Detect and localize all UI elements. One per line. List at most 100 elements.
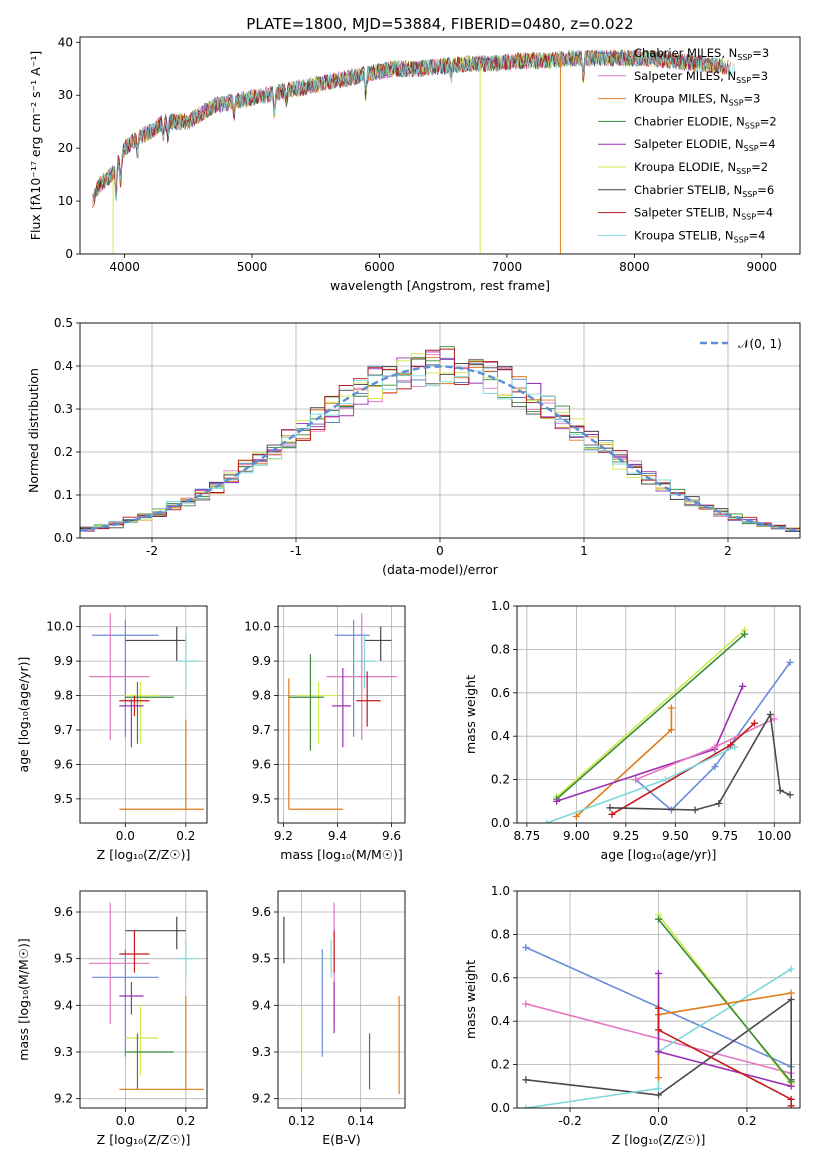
series-marker <box>522 1000 530 1008</box>
massweight_vs_Z-axes: -0.2 0.0 0.2 0.0 0.2 0.4 0.6 0.8 1.0 Z [log₁₀(Z/Z… <box>463 884 801 1147</box>
x-axis-label: (data-model)/error <box>382 562 499 577</box>
series-line <box>611 722 756 815</box>
x-axis-label: age [log₁₀(age/yr)] <box>601 847 717 862</box>
y-tick-label: 1.0 <box>491 599 510 613</box>
y-tick-label: 9.8 <box>252 689 271 703</box>
age_vs_mass-plot <box>288 612 397 810</box>
series-marker <box>655 1084 662 1092</box>
massweight_vs_Z-frame <box>516 890 801 1109</box>
massweight_vs_age-plot <box>543 626 794 823</box>
x-tick-label: 8.75 <box>514 829 541 843</box>
series-marker <box>667 704 675 712</box>
series-marker <box>787 1082 795 1090</box>
spectrum-legend: Chabrier MILES, NSSP=3 Salpeter MILES, NS… <box>598 46 777 244</box>
series-marker <box>787 1095 795 1103</box>
series-line <box>575 708 673 818</box>
series-marker <box>655 1074 662 1082</box>
spectrum-plot <box>92 49 737 254</box>
x-axis-label: Z [log₁₀(Z/Z☉)] <box>97 1132 191 1147</box>
massweight_vs_age-axes: 8.75 9.00 9.25 9.50 9.75 10.00 0.0 0.2 0.4 0.6 0.8… <box>463 599 801 862</box>
y-tick-label: 10.0 <box>244 620 271 634</box>
x-tick-label: 0.0 <box>116 829 135 843</box>
series-marker <box>655 1004 662 1012</box>
series-marker <box>786 791 794 799</box>
series-marker <box>711 743 719 751</box>
legend-label: Salpeter STELIB, NSSP=4 <box>634 206 773 222</box>
x-tick-label: 5000 <box>237 260 268 274</box>
y-tick-label: 9.6 <box>54 905 73 919</box>
y-tick-label: 0.0 <box>54 531 73 545</box>
series-marker <box>727 741 735 749</box>
x-axis-label: Z [log₁₀(Z/Z☉)] <box>612 1132 706 1147</box>
series-marker <box>655 1026 662 1034</box>
x-axis-label: Z [log₁₀(Z/Z☉)] <box>97 847 191 862</box>
y-axis-label: Normed distribution <box>26 368 41 493</box>
y-tick-label: 0.1 <box>54 488 73 502</box>
y-tick-label: 9.9 <box>252 654 271 668</box>
series-marker <box>787 996 795 1003</box>
y-tick-label: 10.0 <box>46 620 73 634</box>
series-marker <box>770 715 778 723</box>
series-marker <box>786 658 794 666</box>
series-marker <box>522 1076 530 1084</box>
x-tick-label: 4000 <box>109 260 140 274</box>
histogram-step <box>80 358 800 532</box>
y-tick-label: 20 <box>58 141 73 155</box>
y-axis-label: age [log₁₀(age/yr)] <box>16 657 31 773</box>
series-marker <box>655 969 662 977</box>
y-tick-label: 9.5 <box>54 792 73 806</box>
y-tick-label: 0.8 <box>491 642 510 656</box>
x-tick-label: 9.6 <box>382 829 401 843</box>
legend-label: Kroupa MILES, NSSP=3 <box>634 92 760 108</box>
y-tick-label: 9.5 <box>252 792 271 806</box>
series-line <box>657 918 792 1083</box>
mass_vs_ebv-frame <box>277 890 406 1109</box>
y-tick-label: 0.4 <box>491 1014 510 1028</box>
x-tick-label: 0.12 <box>288 1114 315 1128</box>
y-tick-label: 9.3 <box>252 1045 271 1059</box>
legend-label: Kroupa STELIB, NSSP=4 <box>634 228 765 244</box>
x-tick-label: 9000 <box>746 260 777 274</box>
x-tick-label: 9.25 <box>612 829 639 843</box>
x-tick-label: 9.2 <box>274 829 293 843</box>
y-tick-label: 9.5 <box>54 952 73 966</box>
series-marker <box>655 1048 662 1056</box>
series-line <box>657 973 792 1088</box>
y-tick-label: 0.6 <box>491 971 510 985</box>
x-tick-label: 9.00 <box>563 829 590 843</box>
series-line <box>525 997 792 1096</box>
y-tick-label: 0.2 <box>491 773 510 787</box>
x-tick-label: 0.0 <box>649 1114 668 1128</box>
y-tick-label: 9.2 <box>54 1092 73 1106</box>
y-axis-label: mass weight <box>463 960 478 1039</box>
x-tick-label: 9.75 <box>711 829 738 843</box>
mass_vs_Z-frame <box>79 890 208 1109</box>
age_vs_Z-frame <box>79 605 208 824</box>
figure-title: PLATE=1800, MJD=53884, FIBERID=0480, z=0… <box>246 15 633 33</box>
y-tick-label: 0.0 <box>491 816 510 830</box>
spectrum-frame <box>79 36 801 255</box>
series-marker <box>661 776 669 784</box>
legend-label: Chabrier ELODIE, NSSP=2 <box>634 114 777 130</box>
y-tick-label: 9.6 <box>252 905 271 919</box>
series-marker <box>766 711 774 718</box>
x-tick-label: -2 <box>146 544 158 558</box>
series-marker <box>787 1102 795 1108</box>
x-tick-label: -1 <box>290 544 302 558</box>
series-marker <box>572 812 580 820</box>
series-line <box>556 633 746 800</box>
x-tick-label: 0 <box>436 544 444 558</box>
age_vs_mass-frame <box>277 605 406 824</box>
y-tick-label: 0.8 <box>491 927 510 941</box>
y-tick-label: 9.4 <box>54 998 73 1012</box>
series-marker <box>691 806 699 814</box>
x-axis-label: wavelength [Angstrom, rest frame] <box>330 278 550 293</box>
legend-label: Chabrier MILES, NSSP=3 <box>634 46 769 62</box>
residuals-frame <box>79 322 801 539</box>
x-tick-label: 7000 <box>492 260 523 274</box>
legend-label: 𝒩(0, 1) <box>738 337 782 351</box>
y-axis-label: mass [log₁₀(M/M☉)] <box>16 938 31 1060</box>
y-tick-label: 0.3 <box>54 402 73 416</box>
series-line <box>635 718 775 781</box>
